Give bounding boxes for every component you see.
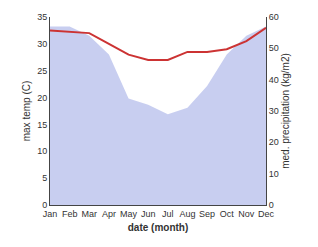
svg-text:30: 30 xyxy=(37,39,47,49)
svg-text:Oct: Oct xyxy=(220,209,235,219)
svg-text:0: 0 xyxy=(42,200,47,210)
svg-text:max temp (C): max temp (C) xyxy=(21,81,32,142)
svg-text:Mar: Mar xyxy=(82,209,98,219)
svg-text:Aug: Aug xyxy=(179,209,195,219)
svg-text:20: 20 xyxy=(37,93,47,103)
svg-text:date (month): date (month) xyxy=(128,222,189,233)
svg-text:35: 35 xyxy=(37,12,47,22)
svg-text:Feb: Feb xyxy=(62,209,78,219)
svg-text:Jul: Jul xyxy=(162,209,174,219)
svg-text:May: May xyxy=(120,209,138,219)
svg-text:10: 10 xyxy=(37,146,47,156)
svg-text:60: 60 xyxy=(269,12,279,22)
svg-text:Sep: Sep xyxy=(199,209,215,219)
svg-text:Apr: Apr xyxy=(102,209,116,219)
svg-text:Nov: Nov xyxy=(238,209,255,219)
svg-text:25: 25 xyxy=(37,66,47,76)
svg-text:40: 40 xyxy=(269,75,279,85)
svg-text:15: 15 xyxy=(37,120,47,130)
svg-text:Dec: Dec xyxy=(258,209,275,219)
svg-text:5: 5 xyxy=(42,173,47,183)
svg-text:med. precipitation (kg/m2): med. precipitation (kg/m2) xyxy=(280,53,291,169)
svg-text:20: 20 xyxy=(269,137,279,147)
svg-text:Jan: Jan xyxy=(43,209,58,219)
svg-text:30: 30 xyxy=(269,106,279,116)
svg-text:10: 10 xyxy=(269,169,279,179)
svg-text:Jun: Jun xyxy=(141,209,156,219)
svg-text:0: 0 xyxy=(269,200,274,210)
svg-text:50: 50 xyxy=(269,43,279,53)
